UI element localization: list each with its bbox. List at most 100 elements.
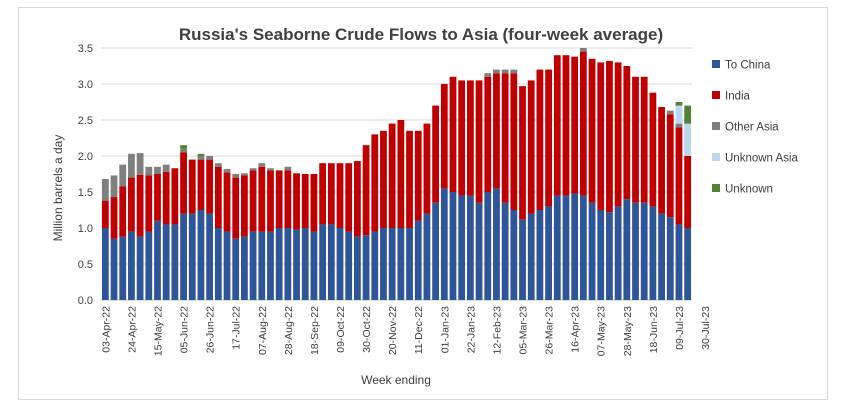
bar-segment-to-china (241, 236, 248, 300)
bar-segment-to-china (606, 212, 613, 300)
bar-segment-to-china (345, 231, 353, 300)
bar-segment-india (223, 172, 231, 232)
bar-segment-india (336, 163, 344, 228)
bar-segment-india (632, 76, 639, 203)
x-tick-label: 28-Aug-22 (283, 306, 295, 355)
bar-segment-to-china (206, 213, 214, 300)
bar-segment-to-china (371, 231, 379, 300)
bar-segment-india (136, 174, 144, 237)
bar-segment-india (380, 130, 387, 228)
bar-segment-other-asia (180, 148, 187, 153)
legend-label: India (725, 91, 751, 103)
bar-segment-other-asia (136, 153, 144, 175)
y-tick-label: 0.0 (78, 295, 93, 307)
bar-segment-other-asia (128, 153, 135, 178)
bar-segment-india (354, 161, 361, 237)
bar-segment-to-china (267, 231, 274, 300)
bar-segment-other-asia (206, 156, 214, 160)
bar-segment-india (345, 163, 353, 232)
bar-segment-to-china (223, 231, 231, 300)
bar-segment-to-china (154, 220, 161, 300)
bar-segment-india (553, 55, 561, 196)
legend-label: Other Asia (725, 122, 779, 134)
bar-segment-other-asia (284, 166, 292, 171)
bar-segment-india (110, 197, 118, 239)
x-tick-label: 07-Aug-22 (257, 306, 269, 355)
bar-segment-other-asia (214, 163, 222, 167)
bar-segment-other-asia (267, 168, 274, 171)
bar-segment-to-china (162, 224, 170, 300)
bar-segment-india (388, 123, 396, 228)
bar-segment-to-china (658, 213, 665, 300)
bar-segment-india (414, 130, 422, 221)
bar-segment-india (301, 174, 309, 228)
bar-segment-to-china (466, 195, 474, 300)
bar-segment-to-china (571, 193, 579, 300)
y-tick-label: 1.5 (78, 187, 93, 199)
bar-segment-to-china (284, 228, 292, 300)
x-tick-label: 20-Nov-22 (387, 306, 399, 355)
y-tick-label: 1.0 (78, 223, 93, 235)
y-tick-label: 0.5 (78, 259, 93, 271)
bar-segment-other-asia (241, 173, 248, 176)
chart-frame (18, 7, 828, 400)
bar-segment-to-china (519, 219, 526, 300)
bar-segment-to-china (484, 192, 492, 300)
bar-segment-other-asia (119, 164, 127, 187)
bar-segment-to-china (301, 228, 309, 300)
bar-segment-india (432, 105, 439, 203)
bar-segment-to-china (475, 202, 483, 300)
bar-segment-india (284, 170, 292, 228)
legend-swatch (712, 122, 720, 130)
legend-label: To China (725, 60, 771, 72)
bar-segment-to-china (501, 202, 509, 300)
bar-segment-india (597, 62, 605, 211)
bar-segment-india (466, 80, 474, 196)
bar-segment-india (527, 80, 535, 214)
bar-segment-india (206, 159, 214, 214)
bar-segment-india (293, 173, 300, 230)
bar-segment-other-asia (493, 69, 500, 74)
x-tick-label: 05-Mar-23 (518, 306, 530, 355)
bar-segment-other-asia (258, 163, 266, 167)
bar-segment-india (406, 130, 413, 228)
x-tick-label: 16-Apr-23 (570, 306, 582, 353)
bar-segment-india (475, 80, 483, 203)
bar-segment-to-china (545, 206, 552, 300)
bar-segment-unknown-asia (684, 123, 692, 156)
bar-segment-india (545, 69, 552, 207)
x-tick-label: 26-Mar-23 (544, 306, 556, 355)
bar-segment-india (258, 166, 266, 232)
legend-swatch (712, 184, 720, 192)
bar-segment-india (510, 73, 518, 210)
bar-segment-other-asia (110, 175, 118, 198)
bar-segment-to-china (632, 202, 639, 300)
bar-segment-to-china (128, 231, 135, 300)
bar-segment-india (562, 55, 570, 196)
bar-segment-to-china (493, 188, 500, 300)
bar-segment-to-china (527, 213, 535, 300)
bar-segment-india (180, 152, 187, 214)
bar-segment-other-asia (501, 69, 509, 74)
bar-segment-to-china (614, 206, 622, 300)
x-tick-label: 12-Feb-23 (491, 306, 503, 355)
bar-segment-to-china (119, 236, 127, 300)
bar-segment-to-china (110, 238, 118, 300)
y-tick-label: 2.0 (78, 151, 93, 163)
bar-segment-india (614, 62, 622, 207)
bars (101, 48, 692, 300)
legend-label: Unknown Asia (725, 153, 798, 165)
bar-segment-to-china (623, 199, 631, 300)
x-tick-label: 18-Jun-23 (648, 306, 660, 353)
x-axis-ticks: 03-Apr-22 24-Apr-22 15-May-22 05-Jun-22 26-J… (100, 306, 712, 356)
legend-label: Unknown (725, 184, 773, 196)
bar-segment-india (267, 170, 274, 232)
bar-segment-other-asia (232, 174, 240, 178)
bar-segment-other-asia (579, 48, 587, 52)
bar-segment-other-asia (666, 110, 674, 115)
bar-segment-to-china (101, 228, 109, 300)
bar-segment-to-china (319, 224, 327, 300)
bar-segment-to-china (666, 217, 674, 300)
bar-segment-other-asia (162, 164, 170, 172)
bar-segment-india (197, 159, 205, 210)
